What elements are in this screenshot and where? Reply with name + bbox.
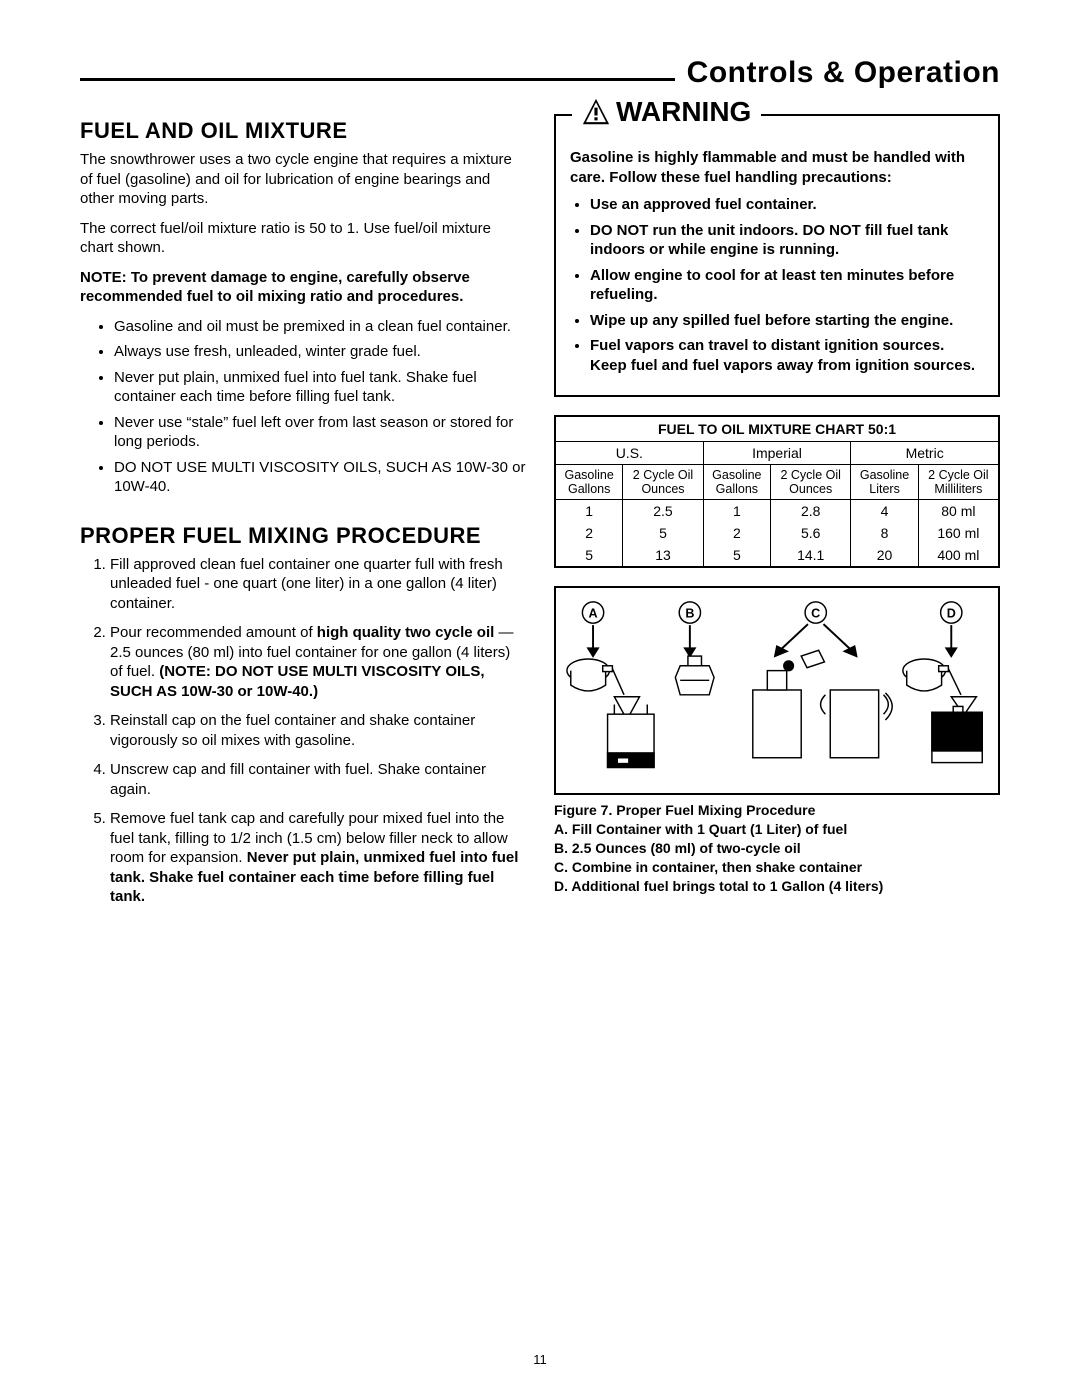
warning-item: Use an approved fuel container. <box>590 195 984 215</box>
chart-cell: 5 <box>623 522 703 544</box>
chart-table: U.S. Imperial Metric GasolineGallons 2 C… <box>556 442 998 566</box>
step-5: Remove fuel tank cap and carefully pour … <box>110 809 526 907</box>
warning-item: Wipe up any spilled fuel before starting… <box>590 311 984 331</box>
warning-label-text: WARNING <box>616 96 751 128</box>
step-2-bold: high quality two cycle oil <box>317 624 495 641</box>
page-title: Controls & Operation <box>675 56 1000 90</box>
figure-caption-title: Figure 7. Proper Fuel Mixing Procedure <box>554 801 1000 820</box>
chart-cell: 13 <box>623 544 703 566</box>
bullet-item: DO NOT USE MULTI VISCOSITY OILS, SUCH AS… <box>114 458 526 497</box>
warning-icon <box>582 98 610 126</box>
chart-row: 2 5 2 5.6 8 160 ml <box>556 522 998 544</box>
chart-title: FUEL TO OIL MIXTURE CHART 50:1 <box>556 417 998 442</box>
intro-paragraph-2: The correct fuel/oil mixture ratio is 50… <box>80 219 526 258</box>
step-2-note: (NOTE: DO NOT USE MULTI VISCOSITY OILS, … <box>110 663 485 700</box>
chart-group: Imperial <box>703 442 851 465</box>
chart-cell: 2 <box>556 522 623 544</box>
chart-subhead: GasolineGallons <box>556 465 623 500</box>
fuel-oil-bullets: Gasoline and oil must be premixed in a c… <box>80 317 526 497</box>
step-4: Unscrew cap and fill container with fuel… <box>110 760 526 799</box>
page-number: 11 <box>0 1352 1080 1367</box>
warning-body: Gasoline is highly flammable and must be… <box>570 148 984 375</box>
chart-subhead: 2 Cycle OilMilliliters <box>918 465 998 500</box>
step-1: Fill approved clean fuel container one q… <box>110 555 526 614</box>
warning-box: WARNING Gasoline is highly flammable and… <box>554 114 1000 397</box>
chart-cell: 8 <box>851 522 918 544</box>
chart-cell: 2 <box>703 522 770 544</box>
chart-subhead: 2 Cycle OilOunces <box>623 465 703 500</box>
chart-cell: 14.1 <box>771 544 851 566</box>
bullet-item: Gasoline and oil must be premixed in a c… <box>114 317 526 337</box>
chart-cell: 2.5 <box>623 500 703 523</box>
chart-cell: 2.8 <box>771 500 851 523</box>
chart-cell: 5 <box>556 544 623 566</box>
warning-item: DO NOT run the unit indoors. DO NOT fill… <box>590 221 984 260</box>
chart-cell: 20 <box>851 544 918 566</box>
intro-paragraph-1: The snowthrower uses a two cycle engine … <box>80 150 526 209</box>
bullet-item: Always use fresh, unleaded, winter grade… <box>114 342 526 362</box>
warning-intro: Gasoline is highly flammable and must be… <box>570 148 984 187</box>
svg-text:B: B <box>685 606 694 620</box>
svg-text:A: A <box>589 606 598 620</box>
two-column-layout: FUEL AND OIL MIXTURE The snowthrower use… <box>80 110 1000 917</box>
chart-group-row: U.S. Imperial Metric <box>556 442 998 465</box>
engine-damage-note: NOTE: To prevent damage to engine, caref… <box>80 268 526 307</box>
bullet-item: Never use “stale” fuel left over from la… <box>114 413 526 452</box>
chart-cell: 1 <box>556 500 623 523</box>
figure-caption-line: C. Combine in container, then shake cont… <box>554 858 1000 877</box>
chart-subhead: GasolineLiters <box>851 465 918 500</box>
chart-subhead-row: GasolineGallons 2 Cycle OilOunces Gasoli… <box>556 465 998 500</box>
step-2: Pour recommended amount of high quality … <box>110 623 526 701</box>
warning-label: WARNING <box>572 96 761 128</box>
chart-row: 5 13 5 14.1 20 400 ml <box>556 544 998 566</box>
right-column: WARNING Gasoline is highly flammable and… <box>554 110 1000 917</box>
figure-caption-line: A. Fill Container with 1 Quart (1 Liter)… <box>554 820 1000 839</box>
chart-cell: 160 ml <box>918 522 998 544</box>
fuel-oil-heading: FUEL AND OIL MIXTURE <box>80 118 526 144</box>
mixture-chart: FUEL TO OIL MIXTURE CHART 50:1 U.S. Impe… <box>554 415 1000 568</box>
chart-subhead: 2 Cycle OilOunces <box>771 465 851 500</box>
chart-cell: 5 <box>703 544 770 566</box>
step-3: Reinstall cap on the fuel container and … <box>110 711 526 750</box>
chart-cell: 80 ml <box>918 500 998 523</box>
figure-caption-line: B. 2.5 Ounces (80 ml) of two-cycle oil <box>554 839 1000 858</box>
mixing-procedure-heading: PROPER FUEL MIXING PROCEDURE <box>80 523 526 549</box>
chart-subhead: GasolineGallons <box>703 465 770 500</box>
chart-group: U.S. <box>556 442 703 465</box>
chart-cell: 400 ml <box>918 544 998 566</box>
chart-cell: 5.6 <box>771 522 851 544</box>
left-column: FUEL AND OIL MIXTURE The snowthrower use… <box>80 110 526 917</box>
warning-item: Fuel vapors can travel to distant igniti… <box>590 336 984 375</box>
chart-cell: 4 <box>851 500 918 523</box>
figure-7-illustration: A B C D <box>564 598 990 782</box>
warning-list: Use an approved fuel container. DO NOT r… <box>570 195 984 375</box>
figure-caption: Figure 7. Proper Fuel Mixing Procedure A… <box>554 801 1000 895</box>
svg-text:D: D <box>947 606 956 620</box>
chart-group: Metric <box>851 442 998 465</box>
step-2-text: Pour recommended amount of <box>110 624 317 641</box>
figure-caption-line: D. Additional fuel brings total to 1 Gal… <box>554 877 1000 896</box>
chart-cell: 1 <box>703 500 770 523</box>
manual-page: Controls & Operation FUEL AND OIL MIXTUR… <box>0 0 1080 1397</box>
svg-text:C: C <box>811 606 820 620</box>
figure-7-box: A B C D <box>554 586 1000 795</box>
warning-item: Allow engine to cool for at least ten mi… <box>590 266 984 305</box>
chart-row: 1 2.5 1 2.8 4 80 ml <box>556 500 998 523</box>
mixing-steps: Fill approved clean fuel container one q… <box>80 555 526 907</box>
bullet-item: Never put plain, unmixed fuel into fuel … <box>114 368 526 407</box>
